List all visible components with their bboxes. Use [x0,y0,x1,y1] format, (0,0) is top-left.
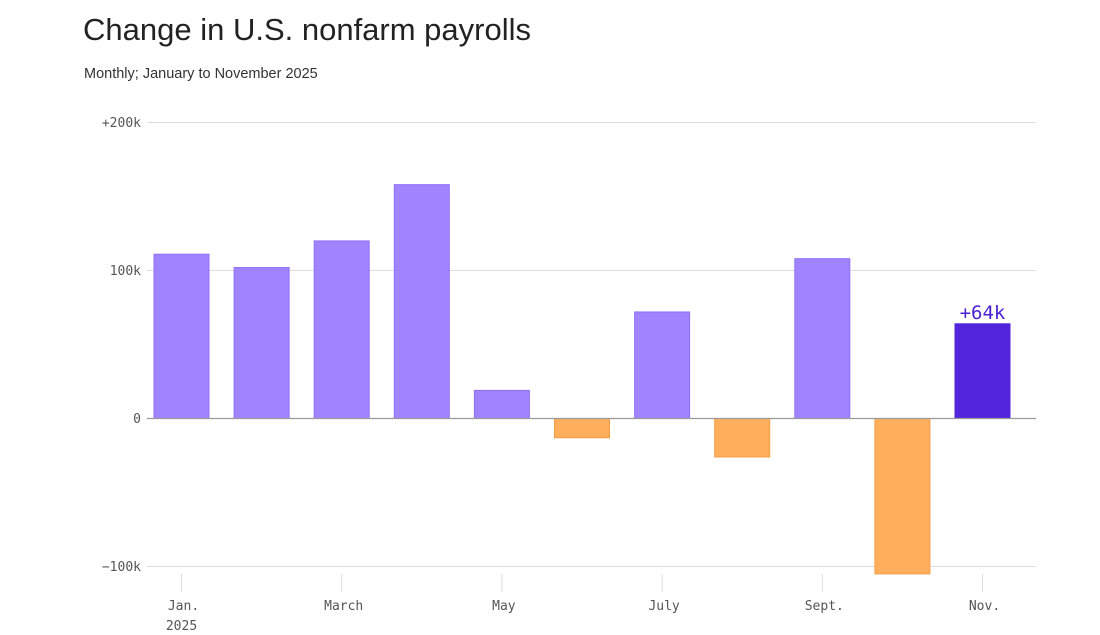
y-axis-labels: +200k 100k 0 −100k [102,116,141,575]
bar-march [313,240,370,419]
chart-subtitle: Monthly; January to November 2025 [84,66,318,82]
y-tick-label-1: 100k [110,264,141,279]
x-tick-label-3: July [648,599,679,614]
bar-may [473,389,530,420]
x-tick-label-2: May [492,599,516,614]
annotations: +64k [960,302,1006,324]
bar-april [393,184,450,419]
bar-aug [714,418,771,458]
bar-nov [954,323,1011,419]
bar-july [634,311,691,419]
bar-jan [153,253,210,419]
y-tick-label-0: +200k [102,116,141,131]
bar-feb [233,267,290,420]
chart-title: Change in U.S. nonfarm payrolls [83,12,532,47]
y-tick-label-2: 0 [133,412,141,427]
x-tick-label-4: Sept. [805,599,844,614]
bar-june [554,418,610,439]
x-tick-label-1: March [324,599,363,614]
highlight-data-label: +64k [960,302,1006,324]
x-tick-label-0: Jan. [168,599,199,614]
bar-oct [874,418,931,575]
x-tick-sublabel-0: 2025 [166,619,197,634]
x-tick-label-5: Nov. [969,599,1000,614]
bar-sept [794,258,851,419]
x-axis: Jan. 2025 March May July Sept. Nov. [166,574,1000,634]
y-tick-label-3: −100k [102,560,141,575]
bars-layer [153,184,1011,575]
